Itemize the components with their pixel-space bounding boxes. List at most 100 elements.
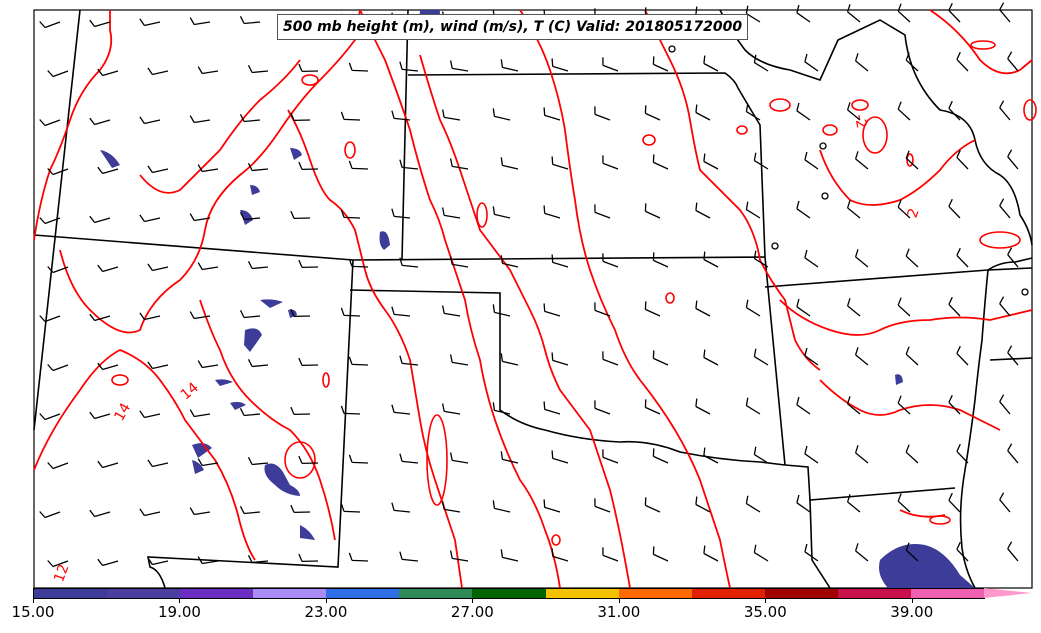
wind-barb xyxy=(147,165,169,174)
wind-barb xyxy=(290,504,311,514)
wind-barb xyxy=(290,308,311,318)
wind-barb xyxy=(652,252,669,268)
wind-barb xyxy=(796,494,811,513)
wind-barb xyxy=(602,57,619,72)
wind-barb xyxy=(189,17,211,26)
wind-barb xyxy=(239,408,261,417)
wind-barb xyxy=(846,200,861,219)
wind-barb xyxy=(97,558,119,567)
wind-barb xyxy=(1007,541,1019,562)
wind-barb xyxy=(441,501,461,513)
colorbar xyxy=(33,588,985,599)
wind-barb xyxy=(1007,51,1019,72)
wind-barb xyxy=(753,544,769,562)
wind-barb xyxy=(449,158,469,170)
wind-barb xyxy=(594,498,611,513)
wind-barb xyxy=(703,545,719,562)
wind-barb xyxy=(399,61,419,72)
colorbar-segment xyxy=(253,589,327,598)
wind-barb xyxy=(197,360,219,369)
wind-barb xyxy=(298,63,319,73)
wind-barb xyxy=(905,52,919,72)
wind-barb xyxy=(139,312,161,321)
wind-barb xyxy=(492,108,511,121)
wind-barb xyxy=(796,396,811,415)
wind-barb xyxy=(247,359,269,368)
wind-barb xyxy=(652,56,669,72)
wind-barb xyxy=(47,364,69,372)
wind-barb xyxy=(399,355,419,366)
wind-barb xyxy=(298,357,319,367)
colorbar-segment xyxy=(180,589,254,598)
wind-barb xyxy=(948,296,961,317)
wind-barb xyxy=(652,154,669,170)
wind-barb xyxy=(999,100,1011,121)
small-contours xyxy=(111,40,1037,546)
wind-barb xyxy=(348,258,369,268)
wind-barb xyxy=(897,199,911,219)
wind-barb xyxy=(846,494,861,513)
wind-barb xyxy=(854,249,869,268)
wind-barb xyxy=(846,298,861,317)
wind-barb xyxy=(47,70,69,78)
wind-barb xyxy=(89,215,111,224)
colorbar-tick-label: 27.00 xyxy=(450,603,494,621)
wind-barb xyxy=(602,351,619,366)
wind-barb xyxy=(492,402,511,415)
wind-barb xyxy=(897,101,911,121)
wind-barb xyxy=(139,18,161,27)
wind-barb xyxy=(89,509,111,518)
wind-barb xyxy=(846,102,861,121)
wind-barb xyxy=(197,66,219,75)
wind-barb xyxy=(39,413,61,421)
wind-barb xyxy=(745,103,761,121)
wind-barb xyxy=(247,261,269,270)
state-boundaries xyxy=(33,9,1033,589)
wind-barb xyxy=(147,67,169,76)
temperature-contours xyxy=(33,9,1033,589)
wind-barb xyxy=(905,542,919,562)
wind-barb xyxy=(948,394,961,415)
wind-barb xyxy=(197,262,219,271)
wind-barb xyxy=(703,55,719,72)
wind-barb xyxy=(897,395,911,415)
wind-barb xyxy=(189,311,211,320)
wind-barb xyxy=(1007,443,1019,464)
wind-barb xyxy=(441,207,461,219)
wind-barb xyxy=(500,353,519,366)
wind-barb xyxy=(441,403,461,415)
wind-barb xyxy=(39,315,61,323)
wind-barb xyxy=(594,400,611,415)
colorbar-tick-label: 39.00 xyxy=(890,603,934,621)
wind-barb xyxy=(695,398,711,415)
wind-barb xyxy=(391,306,411,317)
wind-barb xyxy=(956,443,969,464)
wind-barb xyxy=(644,399,661,415)
wind-barb xyxy=(449,550,469,562)
wind-barb xyxy=(956,51,969,72)
wind-barb xyxy=(999,296,1011,317)
wind-barb xyxy=(97,362,119,371)
wind-barb xyxy=(147,459,169,468)
wind-barb xyxy=(652,546,669,562)
wind-barb xyxy=(399,551,419,562)
wind-barb xyxy=(796,298,811,317)
colorbar-extend-arrow xyxy=(984,588,1032,598)
wind-barb xyxy=(745,299,761,317)
wind-barb xyxy=(745,201,761,219)
wind-barb xyxy=(905,248,919,268)
wind-barb xyxy=(956,149,969,170)
colorbar-tick xyxy=(325,599,327,603)
wind-barb xyxy=(796,4,811,23)
wind-barb xyxy=(340,503,361,513)
wind-barb xyxy=(97,264,119,273)
colorbar-tick-label: 31.00 xyxy=(597,603,641,621)
wind-barb xyxy=(753,250,769,268)
wind-barb xyxy=(47,168,69,176)
colorbar-segment xyxy=(764,589,838,598)
wind-barb xyxy=(543,107,561,121)
wind-barb xyxy=(804,347,819,366)
wind-barb xyxy=(753,446,769,464)
wind-barb xyxy=(500,59,519,72)
wind-barb xyxy=(500,549,519,562)
